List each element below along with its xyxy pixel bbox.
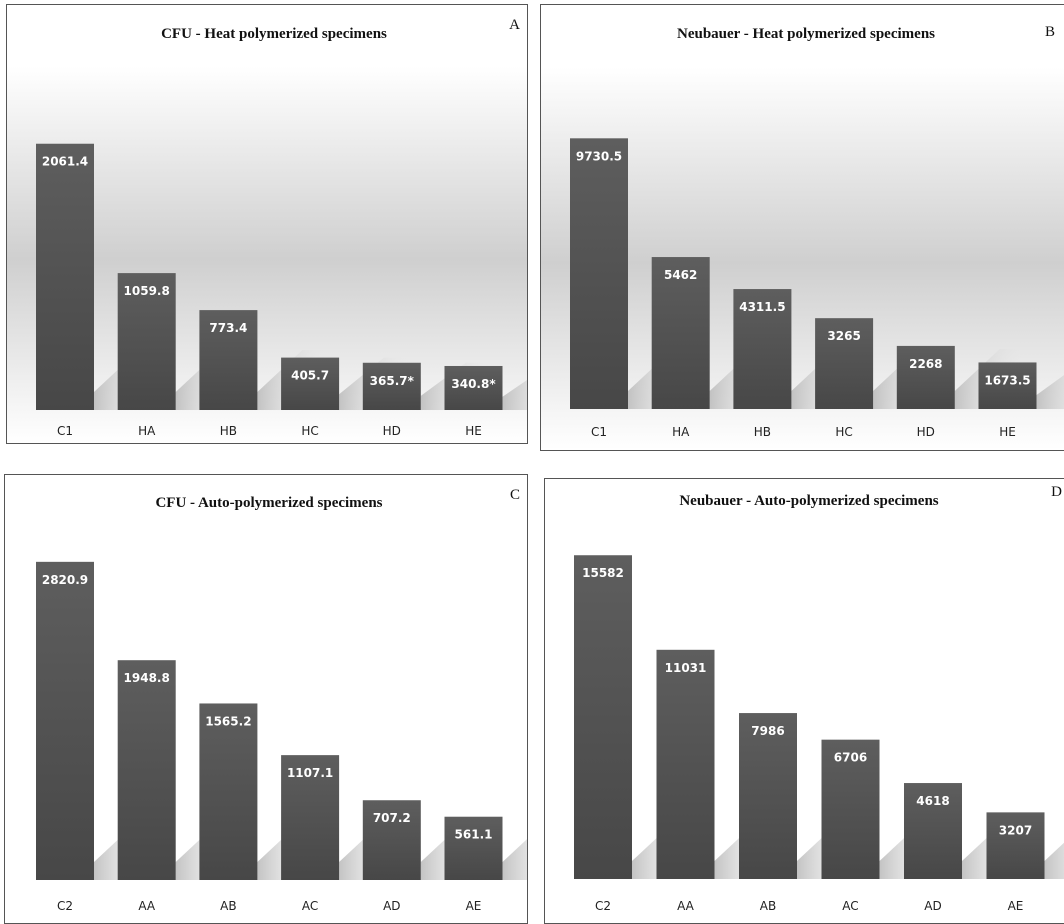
bar-value-label: 2061.4: [42, 155, 88, 169]
bar-value-label: 773.4: [209, 321, 247, 335]
bar-value-label: 6706: [834, 751, 867, 765]
chart-panel-b: Neubauer - Heat polymerized specimens B …: [540, 4, 1064, 451]
category-tick-label: HE: [465, 424, 482, 438]
bar-value-label: 1107.1: [287, 766, 333, 780]
category-tick-label: AA: [677, 899, 695, 913]
bar-ae: [445, 817, 503, 880]
bar-shadow: [503, 820, 529, 880]
bar-value-label: 1948.8: [124, 671, 170, 685]
bar-value-label: 1059.8: [124, 284, 170, 298]
chart-d-svg: Neubauer - Auto-polymerized specimens D …: [545, 479, 1064, 924]
bar-value-label: 4618: [916, 794, 949, 808]
bar-value-label: 11031: [665, 661, 707, 675]
chart-c-svg: CFU - Auto-polymerized specimens C 2820.…: [5, 475, 528, 924]
chart-title: Neubauer - Heat polymerized specimens: [677, 26, 935, 42]
chart-panel-a: CFU - Heat polymerized specimens A 2061.…: [6, 4, 528, 444]
chart-panel-d: Neubauer - Auto-polymerized specimens D …: [544, 478, 1064, 924]
category-tick-label: HB: [754, 425, 771, 439]
category-tick-label: AC: [302, 899, 318, 913]
chart-b-svg: Neubauer - Heat polymerized specimens B …: [541, 5, 1064, 451]
bar-c1: [570, 138, 628, 409]
chart-title: Neubauer - Auto-polymerized specimens: [679, 493, 938, 509]
category-tick-label: C2: [595, 899, 611, 913]
bar-value-label: 9730.5: [576, 149, 622, 163]
category-tick-label: HA: [672, 425, 690, 439]
bar-c2: [36, 562, 94, 880]
bar-value-label: 365.7*: [370, 374, 415, 388]
bar-value-label: 405.7: [291, 369, 329, 383]
category-tick-label: C1: [591, 425, 607, 439]
bar-value-label: 1673.5: [984, 373, 1030, 387]
bar-shadow: [1045, 819, 1064, 879]
bar-value-label: 3207: [999, 823, 1032, 837]
category-tick-label: HE: [999, 425, 1016, 439]
bar-value-label: 340.8*: [451, 377, 496, 391]
panel-letter: A: [509, 17, 520, 33]
panel-letter: B: [1045, 24, 1055, 40]
bar-shadow: [503, 366, 529, 410]
bar-aa: [657, 650, 715, 879]
bar-value-label: 561.1: [455, 828, 493, 842]
bar-value-label: 4311.5: [739, 300, 785, 314]
chart-title: CFU - Auto-polymerized specimens: [155, 495, 382, 511]
bar-aa: [118, 660, 176, 880]
bar-value-label: 7986: [751, 724, 784, 738]
bar-value-label: 2820.9: [42, 573, 88, 587]
category-tick-label: AA: [138, 899, 156, 913]
chart-a-svg: CFU - Heat polymerized specimens A 2061.…: [7, 5, 528, 444]
category-tick-label: AE: [466, 899, 482, 913]
category-tick-label: AB: [760, 899, 776, 913]
category-tick-label: HD: [917, 425, 935, 439]
category-tick-label: AD: [924, 899, 941, 913]
category-tick-label: AC: [842, 899, 858, 913]
bar-ab: [199, 703, 257, 880]
panel-letter: D: [1051, 484, 1062, 500]
chart-title: CFU - Heat polymerized specimens: [161, 26, 387, 42]
category-tick-label: AD: [383, 899, 400, 913]
category-tick-label: HA: [138, 424, 156, 438]
bar-value-label: 1565.2: [205, 714, 251, 728]
bar-shadow: [1037, 362, 1064, 409]
bar-c2: [574, 555, 632, 879]
bar-hc: [281, 358, 339, 410]
category-tick-label: AE: [1008, 899, 1024, 913]
category-tick-label: HD: [383, 424, 401, 438]
chart-panel-c: CFU - Auto-polymerized specimens C 2820.…: [4, 474, 528, 924]
category-tick-label: C2: [57, 899, 73, 913]
bar-value-label: 3265: [827, 329, 860, 343]
category-tick-label: C1: [57, 424, 73, 438]
category-tick-label: AB: [220, 899, 236, 913]
bar-hd: [897, 346, 955, 409]
panel-letter: C: [510, 487, 520, 503]
bar-ae: [987, 812, 1045, 879]
bar-value-label: 2268: [909, 357, 942, 371]
category-tick-label: HC: [835, 425, 852, 439]
category-tick-label: HC: [301, 424, 318, 438]
bar-value-label: 5462: [664, 268, 697, 282]
bar-value-label: 15582: [582, 566, 624, 580]
category-tick-label: HB: [220, 424, 237, 438]
bar-value-label: 707.2: [373, 811, 411, 825]
bar-c1: [36, 144, 94, 410]
